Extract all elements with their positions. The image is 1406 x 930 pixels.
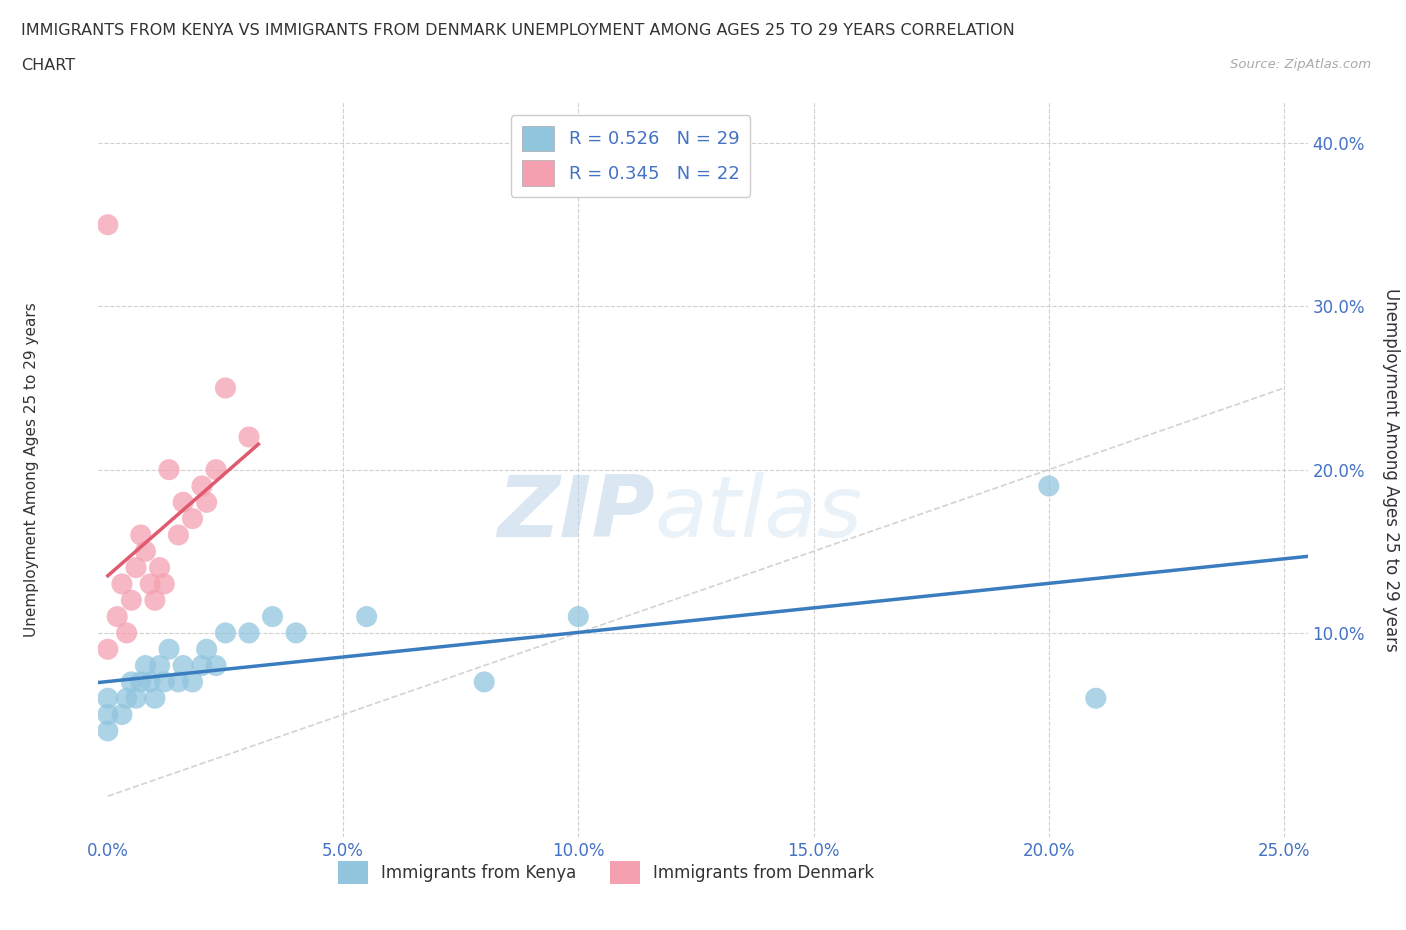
Text: CHART: CHART [21, 58, 75, 73]
Text: IMMIGRANTS FROM KENYA VS IMMIGRANTS FROM DENMARK UNEMPLOYMENT AMONG AGES 25 TO 2: IMMIGRANTS FROM KENYA VS IMMIGRANTS FROM… [21, 23, 1015, 38]
Text: Unemployment Among Ages 25 to 29 years: Unemployment Among Ages 25 to 29 years [24, 302, 39, 637]
Point [111, 577, 134, 591]
Point [97, 691, 120, 706]
Point [149, 658, 172, 673]
Point [172, 658, 194, 673]
Text: atlas: atlas [655, 472, 863, 555]
Point [139, 577, 162, 591]
Point [1038, 479, 1060, 494]
Point [125, 560, 148, 575]
Point [167, 674, 190, 689]
Point [129, 674, 152, 689]
Point [181, 512, 204, 526]
Point [356, 609, 378, 624]
Point [97, 724, 120, 738]
Point [195, 495, 218, 510]
Text: Source: ZipAtlas.com: Source: ZipAtlas.com [1230, 58, 1371, 71]
Point [134, 658, 156, 673]
Point [125, 691, 148, 706]
Point [97, 642, 120, 657]
Point [105, 609, 128, 624]
Point [129, 527, 152, 542]
Point [139, 674, 162, 689]
Point [167, 527, 190, 542]
Point [157, 642, 180, 657]
Point [120, 592, 142, 607]
Point [238, 430, 260, 445]
Point [97, 707, 120, 722]
Point [191, 658, 214, 673]
Point [205, 462, 228, 477]
Point [157, 462, 180, 477]
Point [205, 658, 228, 673]
Point [134, 544, 156, 559]
Legend: Immigrants from Kenya, Immigrants from Denmark: Immigrants from Kenya, Immigrants from D… [332, 854, 882, 891]
Point [120, 674, 142, 689]
Point [149, 560, 172, 575]
Point [172, 495, 194, 510]
Point [115, 691, 138, 706]
Point [214, 380, 236, 395]
Point [1084, 691, 1107, 706]
Point [115, 626, 138, 641]
Y-axis label: Unemployment Among Ages 25 to 29 years: Unemployment Among Ages 25 to 29 years [1382, 287, 1399, 652]
Point [472, 674, 495, 689]
Point [97, 218, 120, 232]
Point [238, 626, 260, 641]
Point [153, 577, 176, 591]
Text: ZIP: ZIP [496, 472, 655, 555]
Point [191, 479, 214, 494]
Point [181, 674, 204, 689]
Point [111, 707, 134, 722]
Point [143, 691, 166, 706]
Point [567, 609, 589, 624]
Point [262, 609, 284, 624]
Point [285, 626, 308, 641]
Point [153, 674, 176, 689]
Point [214, 626, 236, 641]
Point [195, 642, 218, 657]
Point [143, 592, 166, 607]
